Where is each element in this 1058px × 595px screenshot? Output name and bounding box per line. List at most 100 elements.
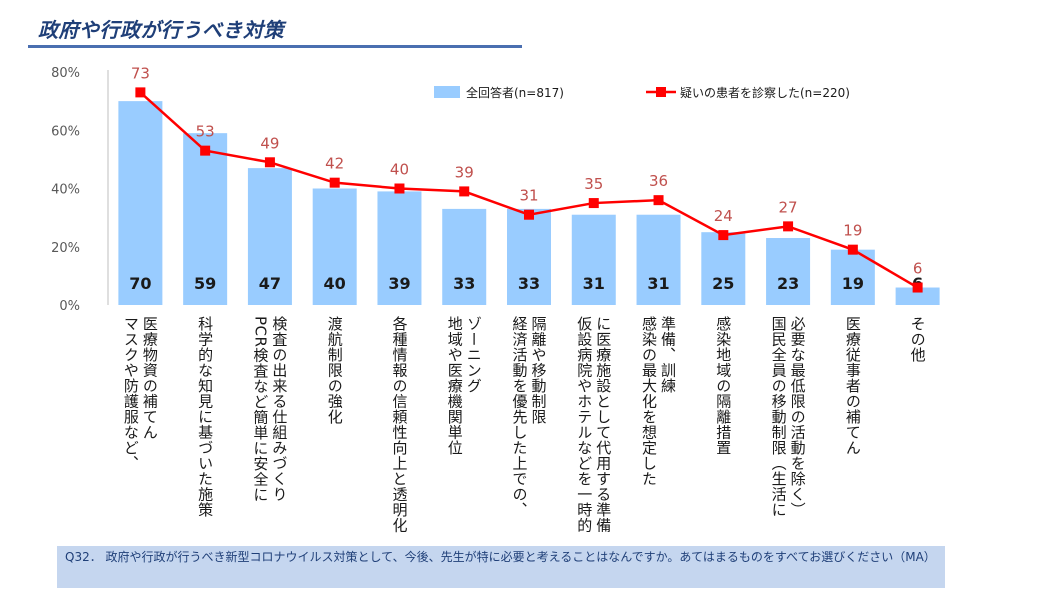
line-marker — [459, 186, 470, 197]
line-value-label: 27 — [779, 198, 798, 216]
line-value-label: 53 — [196, 123, 215, 141]
category-label: 科学的な知見に基づいた施策 — [196, 316, 214, 518]
line-value-label: 49 — [260, 134, 279, 152]
category-label-line: 医療物資の補てん — [141, 316, 159, 440]
category-label-line: 仮設病院やホテルなどを一時的 — [575, 316, 593, 534]
line-marker — [329, 177, 340, 188]
bar-value-label: 31 — [647, 274, 669, 293]
category-label-line: 感染地域の隔離措置 — [714, 316, 732, 456]
legend-bar-swatch — [434, 86, 460, 98]
line-value-label: 6 — [913, 260, 923, 278]
category-label-line: 検査の出来る仕組みづくり — [270, 316, 288, 502]
category-label-line: 準備、訓練 — [659, 316, 677, 394]
line-value-labels: 73 53 49 42 40 39 31 35 36 24 27 19 6 — [131, 64, 923, 277]
category-label-line: 国民全員の移動制限（生活に — [770, 316, 788, 518]
category-label: 渡航制限の強化 — [326, 316, 344, 425]
bar — [118, 101, 163, 305]
line-value-label: 35 — [584, 175, 603, 193]
y-tick-label: 60% — [51, 124, 80, 139]
y-tick-label: 80% — [51, 66, 80, 81]
category-label-line: 必要な最低限の活動を除く） — [789, 316, 807, 518]
bar — [571, 214, 616, 305]
line-marker — [524, 209, 534, 220]
line-marker — [394, 183, 405, 194]
bar — [507, 208, 551, 305]
category-label-line: 各種情報の信頼性向上と透明化 — [390, 316, 408, 533]
category-label: 各種情報の信頼性向上と透明化 — [390, 316, 408, 533]
line-marker — [264, 157, 275, 168]
line-value-label: 42 — [325, 155, 344, 173]
category-label-line: 科学的な知見に基づいた施策 — [196, 316, 214, 518]
bar-value-label: 25 — [712, 274, 734, 293]
bar-value-label: 59 — [194, 274, 216, 293]
category-label-line: マスクや防護服など、 — [122, 316, 140, 471]
line-value-label: 19 — [843, 222, 862, 240]
line-value-label: 39 — [455, 163, 474, 181]
legend-line-marker — [656, 87, 666, 97]
category-label-line: 感染の最大化を想定した — [640, 316, 658, 487]
bar — [183, 133, 228, 305]
line-marker — [200, 145, 211, 156]
line-marker — [783, 221, 794, 232]
bar-value-label: 40 — [324, 274, 346, 293]
line-marker — [718, 230, 729, 241]
category-label-line: 地域や医療機関単位 — [446, 316, 464, 456]
bar — [766, 238, 811, 305]
bar-value-labels: 7059474039333331312523196 — [129, 274, 923, 293]
y-axis: 0% 20% 40% 60% 80% — [51, 66, 109, 314]
line-marker — [847, 244, 858, 255]
line-marker — [912, 282, 923, 293]
bar — [895, 287, 940, 305]
question-box: Q32． 政府や行政が行うべき新型コロナウイルス対策として、今後、先生が特に必要… — [57, 546, 945, 588]
bar — [636, 214, 681, 305]
bar-value-label: 70 — [129, 274, 151, 293]
line-value-label: 40 — [390, 161, 409, 179]
bar-series — [118, 101, 940, 305]
bar — [247, 168, 292, 305]
line-value-label: 36 — [649, 172, 668, 190]
category-label-line: 隔離や移動制限 — [530, 316, 548, 425]
line-marker — [653, 195, 664, 206]
bar-value-label: 19 — [842, 274, 864, 293]
category-label-line: ゾーニング — [465, 316, 483, 394]
title-divider — [28, 45, 522, 48]
y-tick-label: 0% — [59, 299, 80, 314]
bar — [377, 191, 422, 305]
category-label: 感染地域の隔離措置 — [714, 316, 732, 456]
category-label: その他 — [909, 316, 927, 363]
category-label-line: その他 — [909, 316, 927, 363]
line-marker — [135, 87, 146, 98]
question-text: Q32． 政府や行政が行うべき新型コロナウイルス対策として、今後、先生が特に必要… — [65, 550, 936, 564]
legend-bar-label: 全回答者(n=817) — [466, 85, 564, 100]
bar — [701, 232, 746, 305]
line-value-label: 24 — [714, 207, 733, 225]
legend: 全回答者(n=817) 疑いの患者を診察した(n=220) — [434, 85, 850, 100]
bar-value-label: 47 — [259, 274, 281, 293]
bar-value-label: 33 — [518, 274, 540, 293]
bar-value-label: 33 — [453, 274, 475, 293]
line-series — [135, 87, 923, 293]
bar-value-label: 39 — [388, 274, 410, 293]
line-value-label: 31 — [519, 187, 538, 205]
category-label-line: 渡航制限の強化 — [326, 316, 344, 425]
category-label-line: 医療従事者の補てん — [844, 316, 862, 456]
category-label-line: 経済活動を優先した上での、 — [511, 316, 529, 518]
chart: 0% 20% 40% 60% 80% 70 59 47 40 39 33 33 31 31 25 23 19 6… — [51, 64, 940, 534]
category-label: 必要な最低限の活動を除く）国民全員の移動制限（生活に — [770, 316, 807, 518]
category-label-line: PCR検査など簡単に安全に — [251, 316, 269, 502]
legend-line-label: 疑いの患者を診察した(n=220) — [680, 85, 850, 100]
bar-value-label: 31 — [583, 274, 605, 293]
category-label-line: に医療施設として代用する準備 — [594, 316, 612, 533]
bar — [312, 188, 357, 305]
bar — [442, 208, 487, 305]
page-title: 政府や行政が行うべき対策 — [38, 18, 284, 42]
y-tick-label: 20% — [51, 241, 80, 256]
category-label: 医療従事者の補てん — [844, 316, 862, 456]
